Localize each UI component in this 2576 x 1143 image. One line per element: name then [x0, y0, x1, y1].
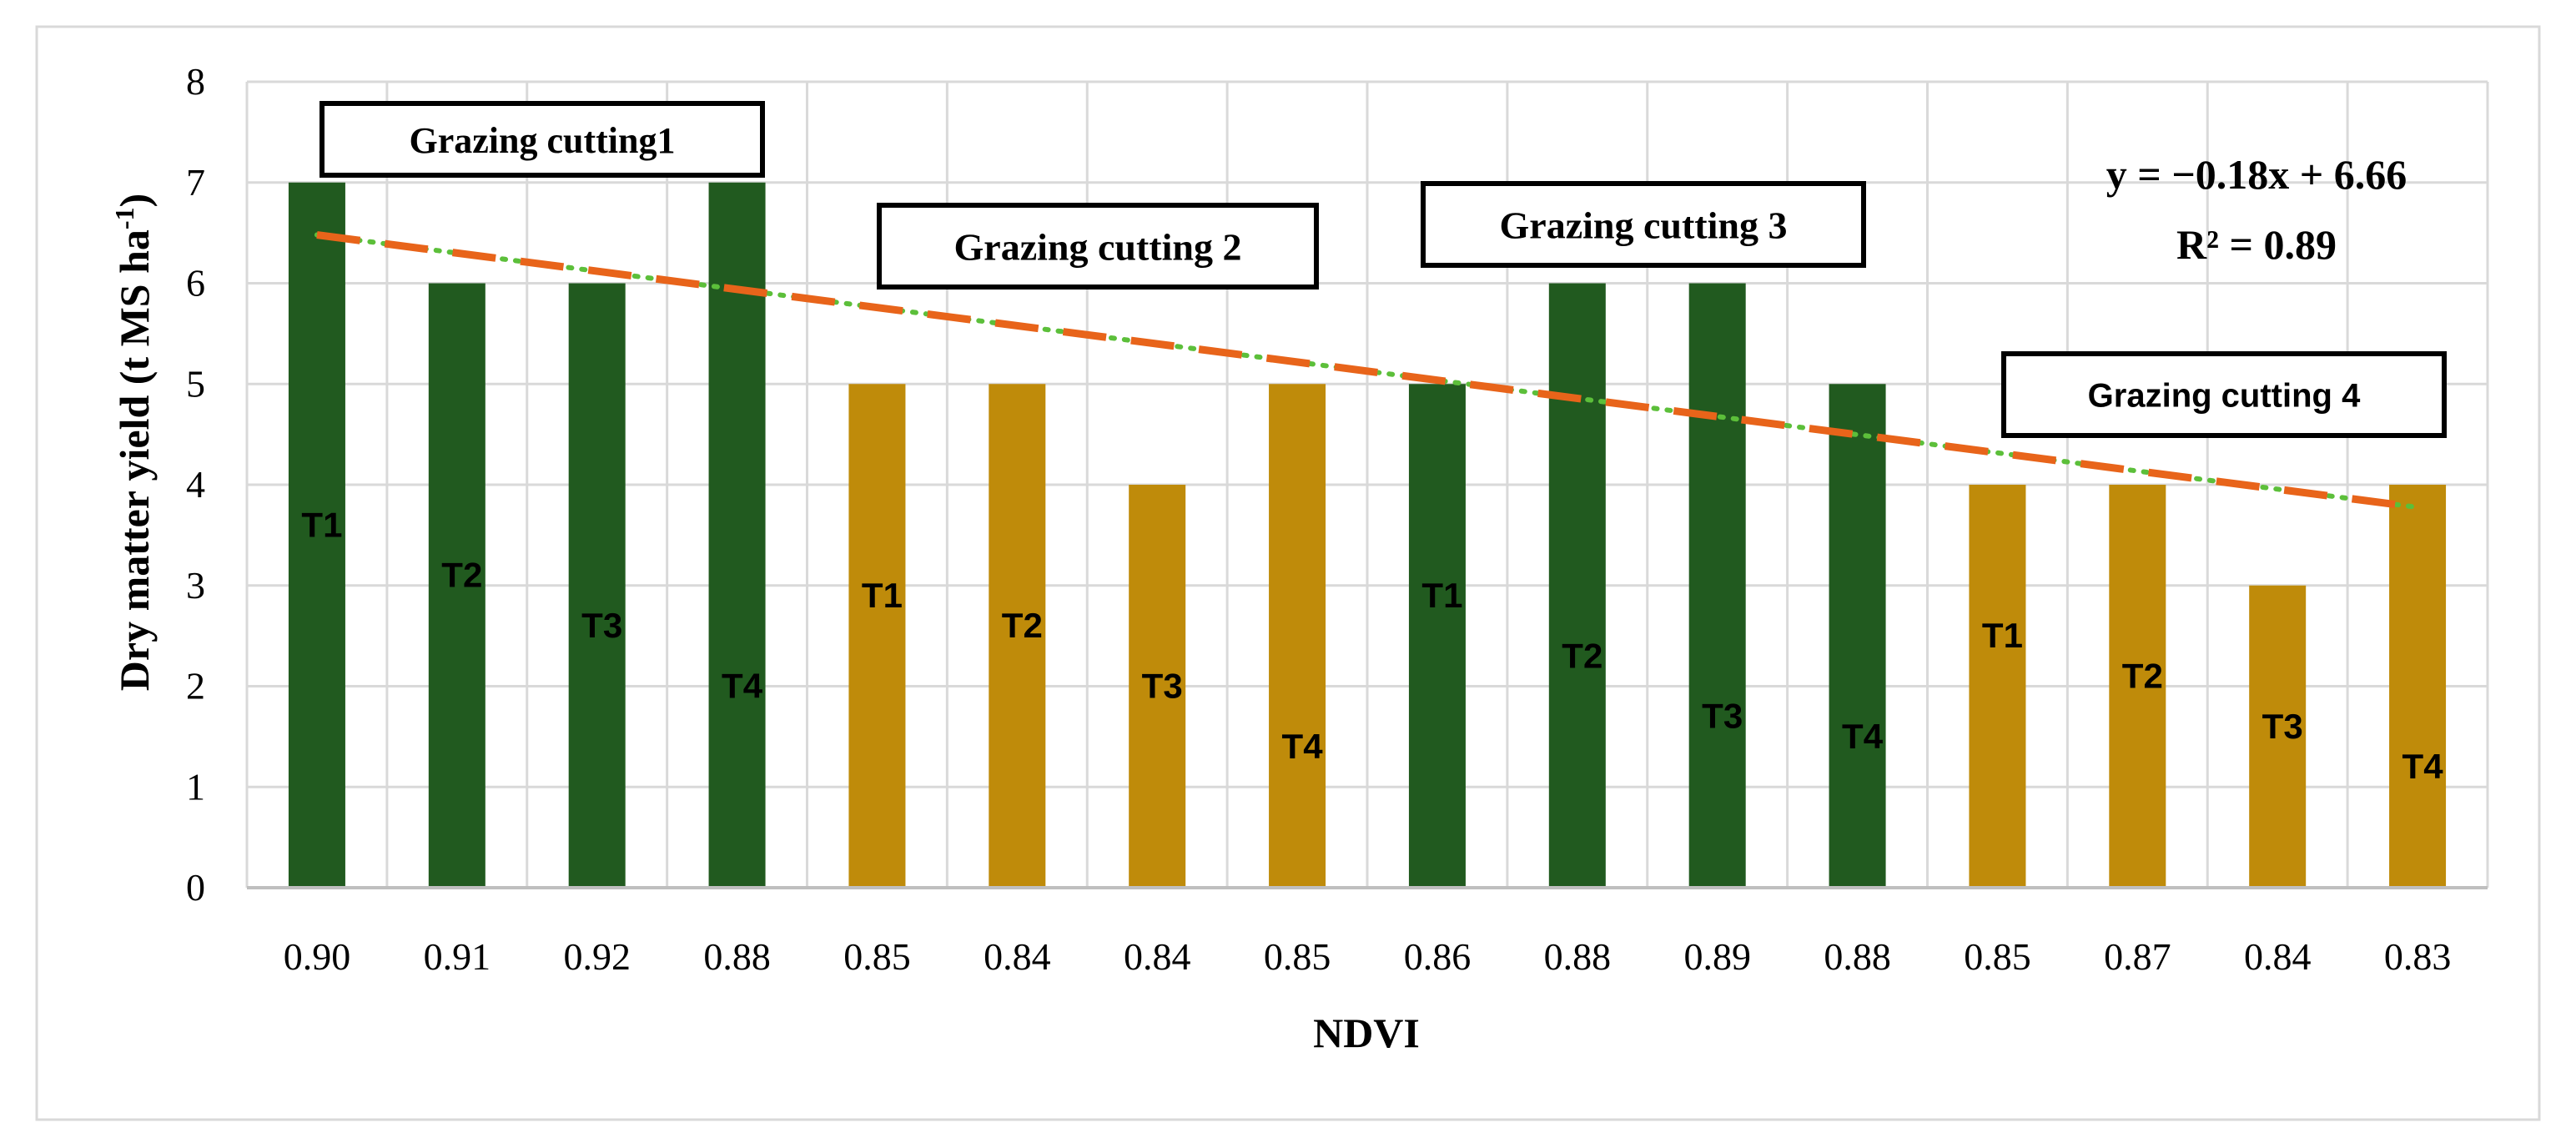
bar — [568, 283, 626, 888]
y-axis-title-close: ) — [111, 194, 158, 208]
trendline — [314, 231, 2418, 511]
bar — [2109, 485, 2166, 888]
y-tick-label: 4 — [186, 463, 205, 506]
bar — [2389, 485, 2447, 888]
bar — [989, 384, 1046, 888]
trendline-r-squared: R² = 0.89 — [2176, 221, 2337, 268]
bar-label: T4 — [1842, 717, 1884, 756]
bar — [1548, 283, 1606, 888]
x-tick-label: 0.88 — [703, 935, 771, 978]
y-tick-label: 5 — [186, 362, 205, 405]
bar-label: T4 — [1282, 727, 1324, 766]
group-label-box — [877, 203, 1319, 290]
x-tick-label: 0.84 — [2244, 935, 2312, 978]
bar-label: T2 — [1002, 606, 1043, 645]
y-axis-title-superscript: -1 — [109, 207, 139, 229]
x-tick-label: 0.88 — [1544, 935, 1612, 978]
bar-label: T1 — [301, 505, 342, 544]
x-tick-label: 0.89 — [1683, 935, 1751, 978]
x-tick-label: 0.92 — [563, 935, 631, 978]
trendline-dashed — [316, 231, 2415, 511]
group-label: Grazing cutting 4 — [2088, 377, 2361, 414]
bar-label: T4 — [722, 667, 763, 706]
x-tick-label: 0.84 — [1124, 935, 1191, 978]
group-label: Grazing cutting 2 — [954, 226, 1242, 269]
y-tick-label: 1 — [186, 765, 205, 808]
bar-label: T3 — [1142, 667, 1183, 706]
bar — [1688, 283, 1746, 888]
bar-label: T2 — [1562, 636, 1602, 675]
y-tick-label: 7 — [186, 161, 205, 204]
y-axis-title-main: Dry matter yield (t MS ha — [111, 229, 158, 691]
bar-label: T1 — [1421, 576, 1462, 615]
bar — [288, 182, 345, 888]
bar — [1129, 485, 1186, 888]
group-label-box — [2001, 351, 2447, 438]
x-tick-label: 0.87 — [2104, 935, 2171, 978]
x-tick-label: 0.91 — [424, 935, 491, 978]
group-label: Grazing cutting 3 — [1500, 204, 1788, 247]
x-tick-label: 0.85 — [843, 935, 911, 978]
bar — [708, 182, 766, 888]
group-label: Grazing cutting1 — [410, 120, 676, 161]
x-axis-title: NDVI — [1313, 1010, 1420, 1056]
y-axis-title: Dry matter yield (t MS ha-1) — [109, 194, 158, 691]
bar — [2249, 585, 2307, 888]
x-tick-label: 0.83 — [2384, 935, 2452, 978]
bar — [1969, 485, 2026, 888]
axes: 0 1 2 3 4 5 6 7 8 0.90 0.91 0.92 0.88 0.85 0.84 0.84 0.8… — [186, 60, 2488, 978]
y-tick-label: 3 — [186, 564, 205, 607]
bar — [1408, 384, 1466, 888]
x-tick-label: 0.85 — [1264, 935, 1331, 978]
x-tick-label: 0.85 — [1964, 935, 2031, 978]
trendline-equation: y = −0.18x + 6.66 — [2106, 151, 2407, 198]
x-tick-label: 0.90 — [284, 935, 351, 978]
bar-label: T1 — [862, 576, 903, 615]
bar-label: T2 — [2122, 656, 2163, 695]
bar-label: T3 — [1702, 697, 1743, 736]
y-tick-label: 6 — [186, 262, 205, 305]
group-label-box — [1421, 181, 1866, 268]
bar-label: T2 — [441, 556, 482, 595]
y-tick-label: 0 — [186, 866, 205, 909]
bar-label: T1 — [1982, 616, 2023, 655]
bars — [288, 182, 2447, 888]
bar-label: T3 — [2262, 707, 2303, 746]
bar-label: T4 — [2402, 747, 2444, 786]
bar-label: T3 — [581, 606, 622, 645]
bar — [1829, 384, 1886, 888]
group-labels: Grazing cutting1 Grazing cutting 2 Grazing… — [319, 101, 2447, 438]
bar — [848, 384, 906, 888]
bar — [428, 283, 486, 888]
bar — [1269, 384, 1326, 888]
x-tick-label: 0.84 — [984, 935, 1051, 978]
bar-labels: T1 T2 T3 T4 T1 T2 T3 T4 T1 T2 T3 T4 T1 T2 T3 T4 — [301, 505, 2443, 786]
x-tick-label: 0.88 — [1824, 935, 1891, 978]
y-tick-label: 8 — [186, 60, 205, 103]
y-tick-label: 2 — [186, 665, 205, 707]
x-tick-label: 0.86 — [1404, 935, 1472, 978]
group-label-box — [319, 101, 765, 178]
